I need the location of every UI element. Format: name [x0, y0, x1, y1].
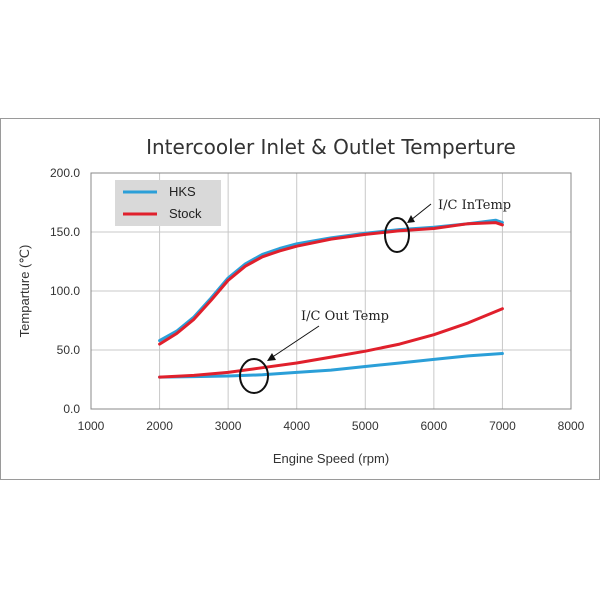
y-tick-label: 200.0 — [50, 166, 80, 180]
series-line-stock-inlet — [158, 221, 504, 346]
legend-hks-label: HKS — [169, 184, 196, 199]
y-tick-label: 0.0 — [63, 402, 80, 416]
x-tick-label: 1000 — [78, 419, 105, 433]
outlet-annotation-arrow — [270, 325, 320, 359]
x-axis-label: Engine Speed (rpm) — [273, 451, 389, 466]
y-tick-label: 100.0 — [50, 284, 80, 298]
series-line-stock-outlet — [158, 307, 504, 379]
x-tick-label: 3000 — [215, 419, 242, 433]
inlet-annotation-label: I/C InTemp — [438, 198, 511, 213]
x-tick-label: 4000 — [283, 419, 310, 433]
plot-border — [90, 172, 572, 410]
outlet-annotation-label: I/C Out Temp — [301, 309, 389, 324]
legend-stock-label: Stock — [169, 206, 202, 221]
chart-svg: Intercooler Inlet & Outlet Temperture 10… — [17, 135, 585, 466]
chart-title: Intercooler Inlet & Outlet Temperture — [146, 135, 516, 159]
x-tick-label: 7000 — [489, 419, 516, 433]
inlet-annotation-arrow — [410, 203, 432, 221]
annotations: I/C InTemp I/C Out Temp — [239, 198, 511, 394]
legend-box — [115, 180, 221, 226]
inlet-arrow-head — [407, 215, 415, 223]
outlet-arrow-head — [267, 353, 276, 361]
series-line-hks-outlet — [158, 352, 504, 379]
series-lines — [158, 218, 504, 379]
x-tick-label: 2000 — [146, 419, 173, 433]
x-tick-label: 6000 — [421, 419, 448, 433]
x-tick-label: 8000 — [558, 419, 585, 433]
legend: HKS Stock — [115, 180, 221, 226]
chart-frame: Intercooler Inlet & Outlet Temperture 10… — [0, 118, 600, 480]
y-ticks: 0.0 50.0 100.0 150.0 200.0 — [50, 166, 80, 416]
inlet-annotation-circle — [384, 217, 410, 253]
y-axis-label: Temparture (℃) — [17, 245, 32, 338]
outlet-annotation-circle — [239, 358, 269, 394]
x-ticks: 1000 2000 3000 4000 5000 6000 7000 8000 — [78, 419, 585, 433]
y-tick-label: 150.0 — [50, 225, 80, 239]
y-tick-label: 50.0 — [57, 343, 81, 357]
x-tick-label: 5000 — [352, 419, 379, 433]
